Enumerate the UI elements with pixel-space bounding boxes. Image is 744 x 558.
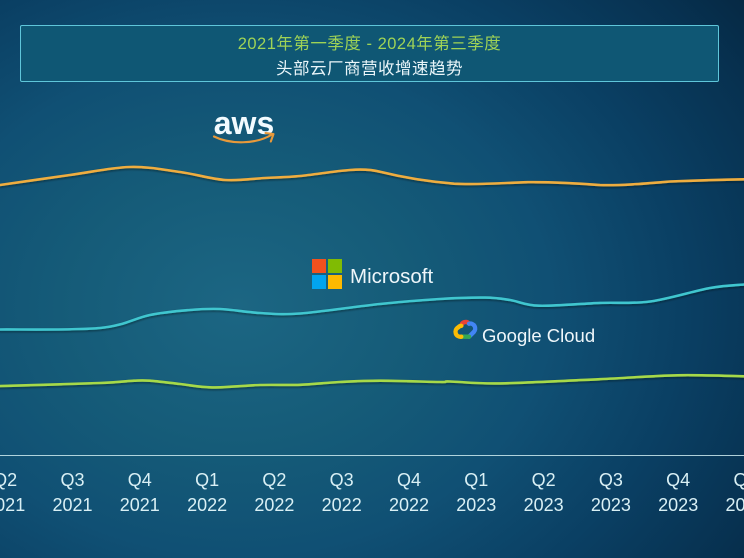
svg-text:Google Cloud: Google Cloud	[482, 325, 595, 346]
